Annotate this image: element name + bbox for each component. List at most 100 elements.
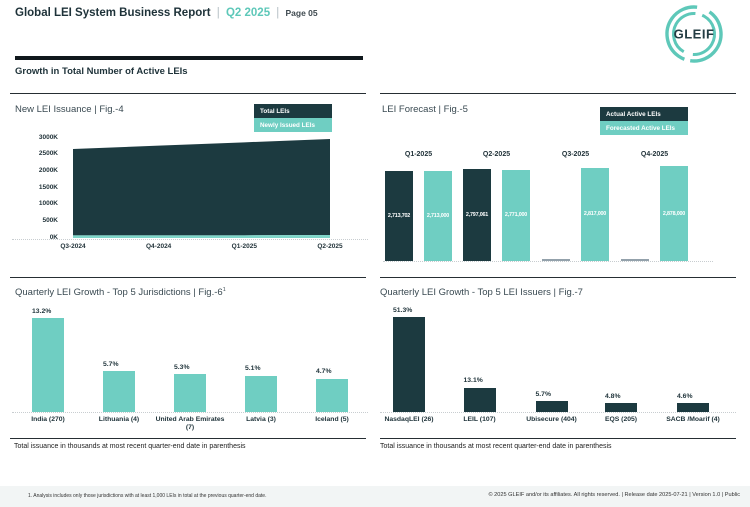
fig7-category-label: Ubisecure (404): [526, 416, 577, 423]
fig5-forecast-bar: 2,713,000: [424, 171, 452, 261]
fig4-area-plot: [73, 139, 330, 238]
fig5-legend-forecast: Forecasted Active LEIs: [600, 121, 688, 135]
fig6-title-text: Quarterly LEI Growth - Top 5 Jurisdictio…: [15, 287, 223, 299]
fig5-forecast-value-label: 2,878,000: [662, 210, 686, 217]
fig4-legend: Total LEIs Newly Issued LEIs: [254, 104, 332, 132]
fig5-actual-no-data-marker: [621, 259, 649, 261]
fig5-forecast-value-label: 2,771,000: [504, 212, 528, 219]
fig4-y-tick: 1000K: [38, 200, 58, 208]
fig6-value-label: 5.3%: [174, 363, 190, 371]
fig5-legend-actual: Actual Active LEIs: [600, 107, 688, 121]
fig5-baseline: [383, 261, 713, 262]
panel-border-bottom-right: [380, 438, 736, 439]
fig6-bar: [245, 375, 277, 412]
fig7-baseline: [380, 412, 736, 413]
panel-border-bottom-left: [10, 438, 366, 439]
report-title: Global LEI System Business Report: [15, 7, 211, 19]
footnote: 1. Analysis includes only those jurisdic…: [28, 493, 267, 499]
separator: |: [216, 7, 220, 19]
fig6-category-label: Iceland (5): [315, 416, 349, 423]
gleif-logo-text: GLEIF: [674, 27, 715, 42]
fig7-bar: [677, 403, 709, 412]
fig6-title: Quarterly LEI Growth - Top 5 Jurisdictio…: [15, 287, 226, 298]
fig5-quarter-label: Q3-2025: [561, 151, 590, 158]
fig5-forecast-bar: 2,817,000: [581, 168, 609, 261]
gleif-logo-icon: GLEIF: [665, 5, 723, 63]
fig5-quarter-label: Q2-2025: [482, 151, 511, 158]
fig5-title: LEI Forecast | Fig.-5: [382, 104, 468, 115]
fig4-total-leis-area: [73, 139, 330, 236]
fig4-x-tick: Q1-2025: [231, 243, 257, 250]
footer-band: [0, 486, 750, 507]
fig4-x-tick: Q3-2024: [60, 243, 86, 250]
fig6-value-label: 13.2%: [32, 307, 52, 315]
fig6-baseline: [12, 412, 368, 413]
fig4-x-tick: Q4-2024: [146, 243, 172, 250]
fig5-forecast-bar: 2,771,000: [502, 169, 530, 261]
fig6-bar: [174, 374, 206, 412]
report-period: Q2 2025: [225, 7, 271, 19]
fig6-bar: [103, 371, 135, 412]
fig7-title: Quarterly LEI Growth - Top 5 LEI Issuers…: [380, 287, 583, 298]
fig6-note: Total issuance in thousands at most rece…: [14, 443, 246, 450]
fig6-value-label: 5.7%: [103, 360, 119, 368]
panel-border-top-right: [380, 93, 736, 94]
fig7-value-label: 13.1%: [463, 377, 483, 385]
fig6-value-label: 4.7%: [316, 368, 332, 376]
fig7-category-label: SACB /Moarif (4): [666, 416, 720, 423]
header-rule: [15, 56, 363, 60]
fig6-category-label: Lithuania (4): [98, 416, 140, 423]
fig5-actual-no-data-marker: [542, 259, 570, 261]
fig4-y-tick: 2500K: [38, 150, 58, 158]
fig4-y-tick: 500K: [42, 216, 58, 224]
fig4-newly-issued-area: [73, 235, 330, 238]
fig7-bar: [463, 387, 496, 412]
fig6-category-label: India (270): [31, 416, 65, 423]
fig7-value-label: 4.8%: [605, 392, 621, 400]
fig5-quarter-label: Q1-2025: [404, 151, 433, 158]
fig7-value-label: 51.3%: [393, 306, 413, 314]
fig4-legend-newly-issued: Newly Issued LEIs: [254, 118, 332, 132]
fig6-category-label: Latvia (3): [246, 416, 276, 423]
fig7-category-label: EQS (205): [604, 416, 638, 423]
gleif-logo-outer-ring: [665, 5, 723, 63]
copyright: © 2025 GLEIF and/or its affiliates. All …: [488, 492, 740, 498]
fig5-actual-value-label: 2,797,061: [465, 211, 489, 218]
fig7-value-label: 4.6%: [677, 392, 693, 400]
fig5-forecast-value-label: 2,817,000: [583, 211, 607, 218]
fig6-value-label: 5.1%: [245, 365, 261, 373]
fig5-quarter-label: Q4-2025: [640, 151, 669, 158]
fig4-x-tick: Q2-2025: [317, 243, 343, 250]
fig7-note: Total issuance in thousands at most rece…: [380, 443, 612, 450]
section-title: Growth in Total Number of Active LEIs: [15, 66, 188, 77]
fig7-bar: [535, 401, 568, 412]
fig7-bar: [393, 317, 425, 412]
separator: |: [276, 7, 280, 19]
panel-border-top-left: [10, 93, 366, 94]
report-header: Global LEI System Business Report | Q2 2…: [15, 7, 318, 19]
fig4-y-tick: 3000K: [38, 133, 58, 141]
fig5-actual-value-label: 2,713,702: [387, 213, 411, 220]
fig4-legend-total-leis: Total LEIs: [254, 104, 332, 118]
fig4-y-tick: 1500K: [38, 183, 58, 191]
fig7-bar: [605, 403, 637, 412]
fig6-bar: [32, 318, 64, 412]
fig5-actual-bar: 2,797,061: [463, 168, 491, 261]
fig4-baseline: [12, 239, 368, 240]
fig6-category-label: United Arab Emirates (7): [155, 416, 225, 432]
gleif-logo-inner-ring: [672, 11, 716, 56]
fig7-value-label: 5.7%: [535, 390, 552, 398]
fig6-footnote-ref: 1: [222, 287, 226, 293]
fig4-y-tick: 2000K: [38, 166, 58, 174]
fig7-category-label: LEIL (107): [463, 416, 496, 423]
panel-border-mid-left: [10, 277, 366, 278]
fig6-bar: [316, 378, 348, 412]
fig5-legend: Actual Active LEIs Forecasted Active LEI…: [600, 107, 688, 135]
panel-border-mid-right: [380, 277, 736, 278]
page-number: Page 05: [285, 8, 318, 18]
fig4-y-tick: 0K: [49, 233, 58, 241]
fig5-forecast-bar: 2,878,000: [660, 166, 688, 261]
fig4-title: New LEI Issuance | Fig.-4: [15, 104, 124, 115]
fig7-category-label: NasdaqLEI (26): [384, 416, 434, 423]
